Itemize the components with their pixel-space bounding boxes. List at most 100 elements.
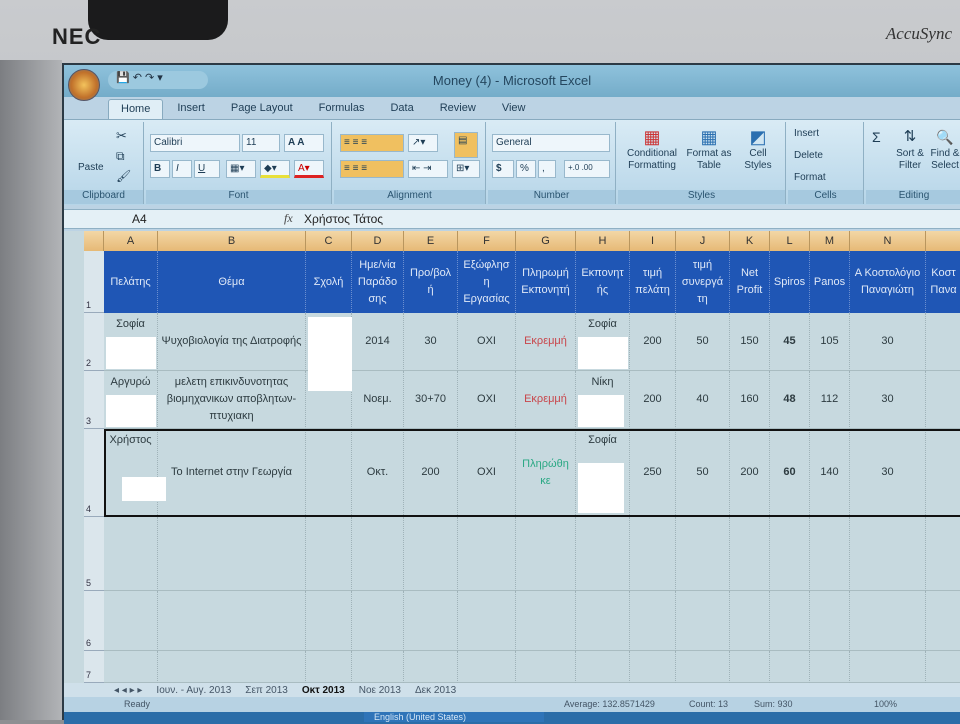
merge-center-icon[interactable]: ⊞▾ [452, 160, 480, 178]
empty-cell[interactable] [676, 517, 730, 591]
empty-cell[interactable] [630, 591, 676, 651]
row-header[interactable]: 5 [84, 517, 104, 591]
office-button[interactable] [68, 69, 100, 101]
empty-cell[interactable] [770, 517, 810, 591]
table-cell[interactable]: Εκρεμμή [516, 371, 576, 429]
empty-cell[interactable] [926, 591, 960, 651]
empty-cell[interactable] [926, 517, 960, 591]
table-cell[interactable]: 2014 [352, 313, 404, 371]
table-cell[interactable] [926, 371, 960, 429]
grow-shrink-font-button[interactable]: A A [284, 134, 324, 152]
header-cell[interactable]: Πληρωμή Εκπονητή [516, 251, 576, 313]
header-cell[interactable]: Θέμα [158, 251, 306, 313]
bold-button[interactable]: B [150, 160, 170, 178]
tab-formulas[interactable]: Formulas [318, 102, 365, 114]
empty-cell[interactable] [104, 651, 158, 683]
empty-cell[interactable] [730, 591, 770, 651]
indent-icons[interactable]: ⇤ ⇥ [408, 160, 448, 178]
insert-cells-button[interactable]: Insert [794, 128, 820, 139]
column-header-b[interactable]: B [158, 231, 306, 251]
column-header-a[interactable]: A [104, 231, 158, 251]
header-cell[interactable]: τιμή πελάτη [630, 251, 676, 313]
table-cell[interactable] [926, 313, 960, 371]
conditional-formatting-button[interactable]: ▦ Conditional Formatting [622, 126, 682, 172]
column-header-n[interactable]: N [850, 231, 926, 251]
font-color-icon[interactable]: A▾ [294, 160, 324, 178]
header-cell[interactable]: Net Profit [730, 251, 770, 313]
tab-insert[interactable]: Insert [177, 102, 205, 114]
header-cell[interactable]: Κοστ Πανα [926, 251, 960, 313]
empty-cell[interactable] [104, 517, 158, 591]
empty-cell[interactable] [458, 651, 516, 683]
empty-cell[interactable] [576, 651, 630, 683]
empty-cell[interactable] [516, 651, 576, 683]
empty-cell[interactable] [730, 651, 770, 683]
column-header-e[interactable]: E [404, 231, 458, 251]
name-box[interactable]: A4 [132, 212, 147, 226]
empty-cell[interactable] [576, 591, 630, 651]
header-cell[interactable]: Εκπονητ ής [576, 251, 630, 313]
header-cell[interactable]: Spiros [770, 251, 810, 313]
empty-cell[interactable] [730, 517, 770, 591]
header-cell[interactable]: Ημε/νία Παράδο σης [352, 251, 404, 313]
decimal-buttons[interactable]: +.0 .00 [564, 160, 610, 178]
font-name-select[interactable]: Calibri [150, 134, 240, 152]
empty-cell[interactable] [516, 517, 576, 591]
empty-cell[interactable] [676, 651, 730, 683]
copy-icon[interactable]: ⧉ [116, 149, 125, 163]
autosum-icon[interactable]: Σ [872, 129, 881, 145]
empty-cell[interactable] [576, 517, 630, 591]
column-header-i[interactable]: I [630, 231, 676, 251]
empty-cell[interactable] [926, 651, 960, 683]
table-cell[interactable]: ΟΧΙ [458, 371, 516, 429]
empty-cell[interactable] [850, 517, 926, 591]
zoom-level[interactable]: 100% [874, 699, 898, 709]
table-cell[interactable]: Σοφία [576, 313, 630, 371]
table-cell[interactable]: 112 [810, 371, 850, 429]
table-cell[interactable]: 50 [676, 313, 730, 371]
fill-color-icon[interactable]: ◆▾ [260, 160, 290, 178]
header-cell[interactable]: Α Κοστολόγιο Παναγιώτη [850, 251, 926, 313]
percent-button[interactable]: % [516, 160, 536, 178]
quick-access-toolbar[interactable]: 💾 ↶ ↷ ▾ [108, 71, 208, 89]
sheet-tab[interactable]: Ιουν. - Αυγ. 2013 [156, 684, 232, 696]
table-cell[interactable]: 150 [730, 313, 770, 371]
fx-icon[interactable]: fx [284, 211, 293, 225]
table-cell[interactable]: Εκρεμμή [516, 313, 576, 371]
empty-cell[interactable] [676, 591, 730, 651]
vertical-align-icons[interactable]: ≡ ≡ ≡ [340, 134, 404, 152]
delete-cells-button[interactable]: Delete [794, 150, 823, 161]
table-cell[interactable]: 105 [810, 313, 850, 371]
table-cell[interactable]: 30 [404, 313, 458, 371]
underline-button[interactable]: U [194, 160, 220, 178]
empty-cell[interactable] [104, 591, 158, 651]
empty-cell[interactable] [516, 591, 576, 651]
row-header[interactable]: 6 [84, 591, 104, 651]
header-cell[interactable]: Προ/βολ ή [404, 251, 458, 313]
font-size-select[interactable]: 11 [242, 134, 280, 152]
empty-cell[interactable] [158, 517, 306, 591]
header-cell[interactable]: Σχολή [306, 251, 352, 313]
currency-button[interactable]: $ [492, 160, 514, 178]
column-header-k[interactable]: K [730, 231, 770, 251]
table-cell[interactable]: Αργυρώ [104, 371, 158, 429]
empty-cell[interactable] [158, 591, 306, 651]
table-cell[interactable]: ΟΧΙ [458, 313, 516, 371]
row-header[interactable]: 3 [84, 371, 104, 429]
empty-cell[interactable] [630, 651, 676, 683]
empty-cell[interactable] [306, 651, 352, 683]
table-cell[interactable]: 45 [770, 313, 810, 371]
column-header-h[interactable]: H [576, 231, 630, 251]
comma-button[interactable]: , [538, 160, 556, 178]
sheet-nav-arrows[interactable]: ◂ ◂ ▸ ▸ [114, 684, 143, 696]
table-cell[interactable]: 30 [850, 371, 926, 429]
cut-icon[interactable]: ✂ [116, 128, 127, 143]
empty-cell[interactable] [630, 517, 676, 591]
column-header-l[interactable]: L [770, 231, 810, 251]
empty-cell[interactable] [404, 591, 458, 651]
column-header-c[interactable]: C [306, 231, 352, 251]
orientation-icon[interactable]: ↗▾ [408, 134, 438, 152]
table-cell[interactable]: Σοφία [104, 313, 158, 371]
empty-cell[interactable] [850, 591, 926, 651]
table-cell[interactable]: 40 [676, 371, 730, 429]
